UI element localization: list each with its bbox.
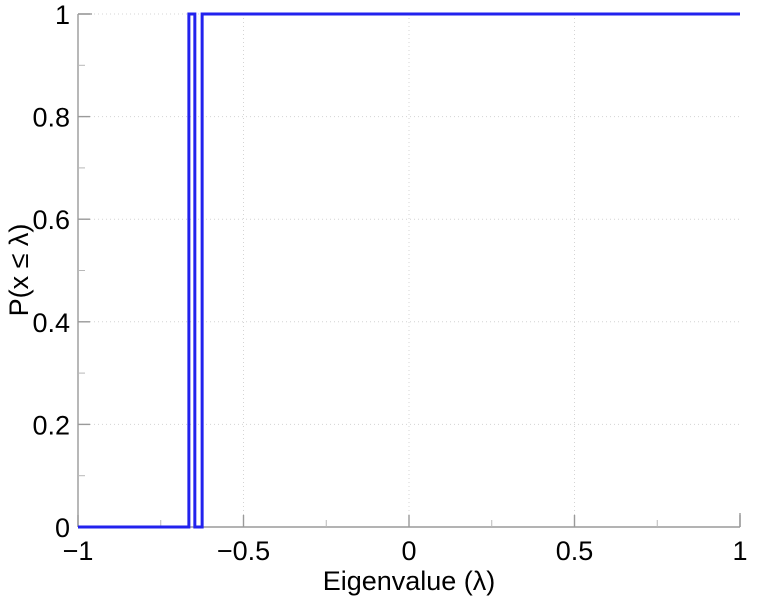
ytick-label-0-6: 0.6 bbox=[32, 205, 70, 235]
x-axis-ticks bbox=[77, 515, 741, 527]
cdf-step-line bbox=[78, 12, 740, 529]
ytick-label-0-8: 0.8 bbox=[32, 103, 70, 133]
ytick-label-1: 1 bbox=[55, 0, 70, 30]
ytick-label-0-4: 0.4 bbox=[32, 308, 70, 338]
vertical-gridlines bbox=[243, 14, 575, 527]
xtick-label-0: 0 bbox=[401, 536, 416, 566]
xtick-label-0-5: 0.5 bbox=[556, 536, 594, 566]
xtick-label-neg-1: −1 bbox=[63, 536, 94, 566]
y-axis-title: P(x ≤ λ) bbox=[4, 224, 34, 317]
x-axis-title: Eigenvalue (λ) bbox=[323, 566, 496, 596]
xtick-label-1: 1 bbox=[732, 536, 747, 566]
y-axis-minor-ticks bbox=[78, 64, 85, 477]
ytick-label-0: 0 bbox=[55, 513, 70, 543]
xtick-label-neg-0-5: −0.5 bbox=[217, 536, 270, 566]
ytick-label-0-2: 0.2 bbox=[32, 410, 70, 440]
